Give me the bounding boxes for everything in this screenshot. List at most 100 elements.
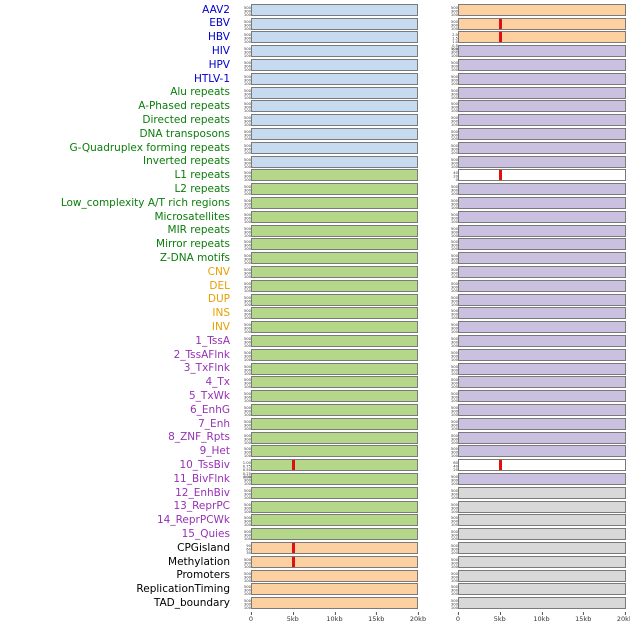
- y-tick-label: 300: [450, 492, 458, 497]
- y-tick-label: 300: [243, 216, 251, 221]
- y-tick-label: 500: [450, 391, 458, 397]
- y-tick-label: 500: [450, 267, 458, 273]
- y-tick-label: 100: [450, 316, 458, 321]
- y-tick-label: 300: [450, 381, 458, 387]
- right-track-panel: [458, 445, 626, 458]
- track-row: DEL 500 300 100 500 300 100: [0, 279, 630, 293]
- row-label: CNV: [207, 265, 230, 278]
- y-tick-label: 100: [243, 178, 251, 183]
- left-y-axis-ticks: 500 300 100: [241, 337, 251, 348]
- y-tick-label: 60: [453, 460, 458, 466]
- y-tick-label: 300: [450, 147, 458, 152]
- y-tick-label: 500: [243, 405, 251, 410]
- right-y-axis-ticks: 500 300 100: [448, 267, 458, 279]
- y-tick-label: 500: [450, 143, 458, 148]
- column-gap: [418, 65, 442, 66]
- y-tick-label: 300: [243, 50, 251, 56]
- right-y-axis-ticks: 500 300 100: [448, 516, 458, 527]
- y-tick-label: 500: [450, 433, 458, 438]
- left-track-panel: [251, 528, 418, 541]
- right-track-panel: [458, 417, 626, 430]
- right-y-axis-ticks: 500 300 100: [448, 489, 458, 500]
- y-tick-label: 300: [450, 312, 458, 318]
- column-gap: [418, 506, 442, 507]
- column-gap: [418, 520, 442, 521]
- track-row: 15_Quies 500 300 100 500 300 100: [0, 527, 630, 541]
- y-tick-label: 100: [243, 288, 251, 294]
- left-y-axis-ticks: 500 300 100: [241, 130, 251, 141]
- right-track-panel: [458, 252, 626, 265]
- track-row: 14_ReprPCWk 500 300 100 500 300 100: [0, 513, 630, 528]
- y-tick-label: 300: [450, 105, 458, 111]
- left-y-axis-ticks: 1.00 0.75 0.50 0.25 0.00: [241, 461, 251, 480]
- left-y-axis-ticks: 500 300 100: [241, 585, 251, 596]
- y-tick-label: 500: [450, 309, 458, 314]
- column-gap: [418, 134, 442, 135]
- y-tick-label: 500: [243, 295, 251, 300]
- right-y-axis-ticks: 500 300 100: [448, 213, 458, 224]
- y-tick-label: 500: [243, 157, 251, 162]
- y-tick-label: 500: [243, 391, 251, 397]
- x-tick-label: 10kb: [326, 612, 343, 623]
- y-tick-label: 500: [243, 516, 251, 521]
- track-row: A-Phased repeats 500 300 100 500 300 100: [0, 100, 630, 114]
- track-row: L1 repeats 500 300 100 40 20 0: [0, 169, 630, 183]
- y-tick-label: 300: [243, 478, 251, 483]
- column-gap: [418, 23, 442, 24]
- y-tick-label: 100: [450, 564, 458, 570]
- left-track-panel: [251, 417, 418, 430]
- y-tick-label: 100: [450, 123, 458, 128]
- left-track-panel: [251, 128, 418, 141]
- right-y-axis-ticks: 500 300 100: [448, 530, 458, 541]
- y-tick-label: 500: [450, 198, 458, 204]
- column-gap: [418, 354, 442, 355]
- track-row: Z-DNA motifs 500 300 100 500 300 100: [0, 251, 630, 265]
- y-tick-label: 300: [243, 147, 251, 152]
- y-tick-label: 500: [243, 447, 251, 452]
- right-track-panel: [458, 597, 626, 610]
- left-y-axis-ticks: 500 300 100: [241, 378, 251, 389]
- right-track-panel: [458, 321, 626, 334]
- y-tick-label: 0.0: [452, 48, 458, 53]
- right-track-panel: [458, 528, 626, 541]
- y-tick-label: 100: [243, 275, 251, 280]
- y-tick-label: 500: [243, 171, 251, 176]
- y-tick-label: 100: [450, 302, 458, 308]
- y-tick-label: 20: [453, 174, 458, 180]
- y-tick-label: 300: [243, 519, 251, 525]
- column-gap: [418, 37, 442, 38]
- y-tick-label: 100: [450, 440, 458, 446]
- x-tick-label: 5kb: [493, 612, 506, 623]
- y-tick-label: 300: [450, 133, 458, 138]
- left-y-axis-ticks: 500 300 100: [241, 227, 251, 238]
- y-tick-label: 300: [450, 450, 458, 456]
- y-tick-label: 100: [243, 509, 251, 515]
- x-tick-label: 0: [455, 612, 461, 623]
- row-label: HIV: [211, 45, 230, 58]
- right-track-panel: [458, 569, 626, 582]
- y-tick-label: 100: [243, 26, 251, 32]
- right-track-panel: [458, 307, 626, 320]
- column-gap: [418, 51, 442, 52]
- x-axis-spacer: [0, 612, 251, 628]
- left-track-panel: [251, 210, 418, 223]
- y-tick-label: 300: [450, 23, 458, 28]
- left-track-panel: [251, 307, 418, 320]
- x-tick-label: 20kb: [409, 612, 427, 623]
- column-gap: [418, 589, 442, 590]
- left-track-panel: [251, 431, 418, 444]
- y-tick-label: 500: [450, 253, 458, 259]
- y-tick-label: 500: [243, 102, 251, 107]
- left-track-panel: [251, 555, 418, 568]
- y-tick-label: 500: [450, 295, 458, 300]
- right-track-panel: [458, 500, 626, 513]
- track-row: CPGisland 90 60 30 500 300 100: [0, 541, 630, 555]
- x-axis-right: 0 5kb 10kb 15kb 20kb: [455, 612, 630, 628]
- y-tick-label: 300: [243, 105, 251, 111]
- right-y-axis-ticks: 500 300 100: [448, 158, 458, 169]
- left-y-axis-ticks: 500 300 100: [241, 75, 251, 86]
- column-gap: [418, 216, 442, 217]
- right-y-axis-ticks: 500 300 100: [448, 351, 458, 362]
- y-tick-label: 100: [450, 81, 458, 87]
- right-track-panel: [458, 293, 626, 306]
